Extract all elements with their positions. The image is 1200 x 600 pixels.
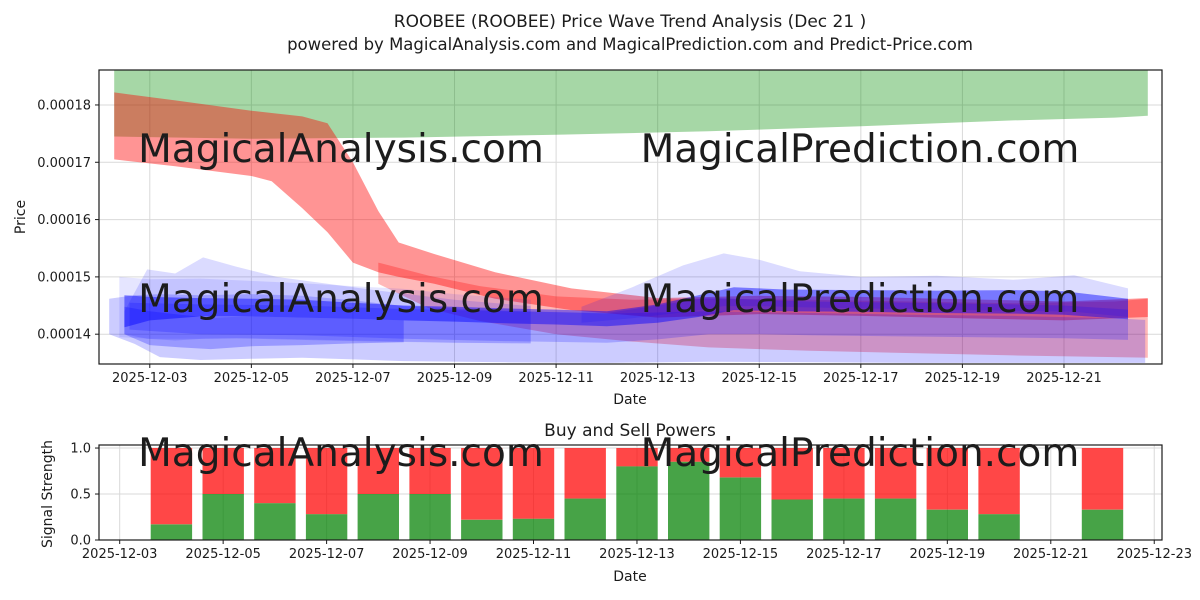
y-tick-label: 0.00017 <box>37 156 91 171</box>
x-tick-label: 2025-12-07 <box>289 547 365 562</box>
x-tick-label: 2025-12-17 <box>806 547 882 562</box>
price-band-blue-wave-fan-low <box>109 294 1146 363</box>
buy-power-bar <box>1081 509 1124 540</box>
buy-power-bar <box>771 499 813 540</box>
x-tick-label: 2025-12-21 <box>1026 371 1102 386</box>
buy-power-bar <box>719 477 762 540</box>
sell-power-bar <box>357 448 399 494</box>
sell-power-bar <box>1081 448 1124 510</box>
price-band-red-forecast-cone <box>378 262 1148 358</box>
chart-title-line2: powered by MagicalAnalysis.com and Magic… <box>287 35 973 54</box>
y-tick-label: 0.00015 <box>37 270 91 285</box>
y-tick-label: 0.00014 <box>37 328 91 343</box>
watermark-text: MagicalPrediction.com <box>641 277 1080 322</box>
watermark-text: MagicalAnalysis.com <box>138 431 544 476</box>
plot-border <box>98 444 1163 541</box>
buy-power-bar <box>305 514 348 540</box>
sell-power-bar <box>202 448 244 494</box>
x-tick-label: 2025-12-17 <box>823 371 899 386</box>
top-date-axis-label: Date <box>613 392 646 408</box>
x-tick-label: 2025-12-05 <box>214 371 290 386</box>
watermark-text: MagicalAnalysis.com <box>138 127 544 172</box>
buy-power-bar <box>150 524 193 540</box>
buy-power-bar <box>978 514 1020 540</box>
buy-power-bar <box>564 498 606 540</box>
buy-sell-powers-data-layer <box>150 448 1124 540</box>
x-tick-label: 2025-12-13 <box>620 371 696 386</box>
price-band-blue-wave-upper-left <box>119 276 531 344</box>
sell-power-bar <box>512 448 555 519</box>
buy-power-bar <box>668 461 710 540</box>
figure-text-layer: ROOBEE (ROOBEE) Price Wave Trend Analysi… <box>13 12 973 585</box>
sell-power-bar <box>719 448 762 478</box>
x-tick-label: 2025-12-03 <box>82 547 158 562</box>
sell-power-bar <box>771 448 813 500</box>
y-tick-label: 1.0 <box>70 442 91 457</box>
y-tick-label: 0.0 <box>70 534 91 549</box>
x-tick-label: 2025-12-21 <box>1013 547 1089 562</box>
buy-power-bar <box>616 466 658 540</box>
bottom-date-axis-label: Date <box>613 569 646 585</box>
sell-power-bar <box>564 448 606 499</box>
buy-power-bar <box>357 494 399 540</box>
sell-power-bar <box>409 448 451 494</box>
price-band-blue-wave-core <box>124 287 1128 328</box>
chart-title-line1: ROOBEE (ROOBEE) Price Wave Trend Analysi… <box>394 12 866 32</box>
sell-power-bar <box>305 448 348 515</box>
buy-power-bar <box>926 509 968 540</box>
x-tick-label: 2025-12-11 <box>518 371 594 386</box>
x-tick-label: 2025-12-03 <box>112 371 188 386</box>
price-band-blue-wave-mid <box>129 297 1128 343</box>
sell-power-bar <box>823 448 865 499</box>
watermark-text: MagicalAnalysis.com <box>138 277 544 322</box>
sell-power-bar <box>668 448 710 462</box>
buy-power-bar <box>409 494 451 540</box>
x-tick-label: 2025-12-07 <box>315 371 391 386</box>
x-tick-label: 2025-12-19 <box>910 547 986 562</box>
x-tick-label: 2025-12-11 <box>496 547 572 562</box>
buy-power-bar <box>512 518 555 540</box>
y-tick-label: 0.00016 <box>37 213 91 228</box>
x-tick-label: 2025-12-13 <box>599 547 675 562</box>
buy-power-bar <box>254 503 296 540</box>
y-tick-label: 0.00018 <box>37 98 91 113</box>
x-tick-label: 2025-12-09 <box>392 547 468 562</box>
sell-power-bar <box>874 448 917 499</box>
price-wave-trend-data-layer <box>109 70 1148 363</box>
x-tick-label: 2025-12-15 <box>721 371 797 386</box>
price-band-blue-wave-left-peaks <box>124 257 531 344</box>
sell-power-bar <box>616 448 658 467</box>
sell-power-bar <box>978 448 1020 515</box>
watermark-text: MagicalPrediction.com <box>641 431 1080 476</box>
price-axis-label: Price <box>13 200 29 234</box>
price-band-blue-wave-right-peak <box>581 253 1128 323</box>
sell-power-bar <box>461 448 503 520</box>
sell-power-bar <box>926 448 968 510</box>
price-chart-plot: 2025-12-03 2025-12-05 2025-12-07 2025-12-09… <box>37 69 1163 386</box>
sell-power-bar <box>254 448 296 504</box>
x-tick-label: 2025-12-05 <box>185 547 261 562</box>
price-band-blue-wave-left-dense <box>124 306 404 350</box>
buy-sell-title: Buy and Sell Powers <box>544 421 716 441</box>
sell-power-bar <box>150 448 193 525</box>
buy-sell-chart-plot: 2025-12-03 2025-12-05 2025-12-07 2025-12-09… <box>70 442 1192 562</box>
signal-strength-axis-label: Signal Strength <box>40 440 56 548</box>
buy-power-bar <box>823 498 865 540</box>
y-tick-label: 0.5 <box>70 488 91 503</box>
x-tick-label: 2025-12-09 <box>417 371 493 386</box>
buy-power-bar <box>202 494 244 540</box>
plot-border <box>98 69 1163 365</box>
buy-power-bar <box>461 519 503 540</box>
price-band-red-sell-channel <box>114 92 1148 321</box>
watermark-layer: MagicalAnalysis.com MagicalPrediction.com… <box>138 127 1079 476</box>
x-tick-label: 2025-12-15 <box>703 547 779 562</box>
price-band-green-resistance-zone <box>114 70 1148 139</box>
x-tick-label: 2025-12-23 <box>1116 547 1192 562</box>
x-tick-label: 2025-12-19 <box>925 371 1001 386</box>
buy-power-bar <box>874 498 917 540</box>
watermark-text: MagicalPrediction.com <box>641 127 1080 172</box>
